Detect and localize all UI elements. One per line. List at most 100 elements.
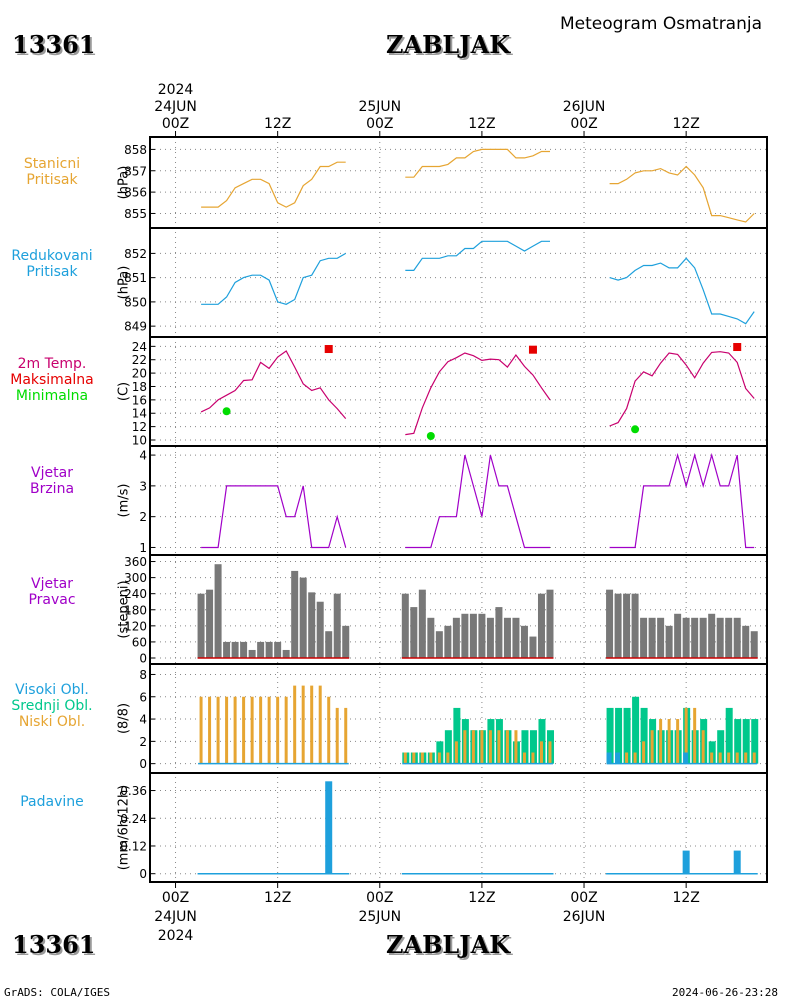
bottom-hour-label: 00Z — [570, 890, 597, 906]
cloud-bar-low — [429, 752, 433, 764]
cloud-bar-mid — [453, 707, 461, 764]
cloud-bar-mid — [742, 719, 750, 764]
wind_direction-label: Vjetar — [31, 576, 73, 592]
top-hour-label: 00Z — [366, 116, 393, 132]
station_pressure-panel-frame — [149, 136, 768, 229]
cloud-bar-low — [693, 707, 697, 764]
precipitation-ytick-label: 0.12 — [120, 839, 147, 853]
cloud-bar-mid — [529, 730, 537, 764]
wind-direction-bar — [742, 625, 750, 658]
top-date-label: 26JUN — [563, 99, 606, 115]
tmax-marker — [528, 345, 537, 354]
temperature-label: Maksimalna — [10, 372, 94, 388]
temperature-label: Minimalna — [16, 388, 88, 404]
reduced_pressure-panel-frame — [149, 227, 768, 338]
cloud-bar-low — [284, 696, 288, 764]
cloud-bar-low — [199, 696, 203, 764]
cloud-bar-low — [625, 752, 629, 764]
cloud-bar-low — [471, 730, 475, 764]
top-hour-label: 12Z — [672, 116, 699, 132]
cloud-bar-high — [683, 752, 689, 764]
reduced_pressure-label: Pritisak — [26, 264, 78, 280]
tmax-marker — [324, 345, 333, 354]
cloud-bar-low — [752, 752, 756, 764]
cloud-bar-low — [676, 719, 680, 764]
station_pressure-ytick-label: 855 — [124, 207, 147, 221]
station_pressure-ytick-label: 858 — [124, 143, 147, 157]
cloud-bar-mid — [640, 707, 648, 764]
cloud-bar-low — [480, 730, 484, 764]
cloud-bar-low — [250, 696, 254, 764]
wind_direction-ytick-label: 60 — [132, 635, 147, 649]
cloud-bar-low — [242, 696, 246, 764]
cloud-bar-low — [208, 696, 212, 764]
generation-timestamp: 2024-06-26-23:28 — [672, 986, 778, 999]
wind-direction-bar — [342, 625, 350, 658]
clouds-unit: (8/8) — [117, 703, 132, 734]
precip-bar — [682, 850, 690, 874]
wind_direction-ytick-label: 240 — [124, 587, 147, 601]
temperature-label: 2m Temp. — [18, 356, 87, 372]
wind-direction-bar — [274, 641, 282, 658]
cloud-bar-low — [225, 696, 229, 764]
cloud-bar-low — [659, 719, 663, 764]
precipitation-ytick-label: 0 — [139, 867, 147, 881]
wind-direction-bar — [725, 617, 733, 658]
cloud-bar-low — [684, 707, 688, 764]
cloud-bar-low — [539, 741, 543, 764]
wind-direction-bar — [248, 649, 256, 658]
reduced_pressure-series-line-0 — [201, 252, 346, 305]
cloud-bar-low — [488, 730, 492, 764]
wind_speed-label: Brzina — [30, 481, 74, 497]
precipitation-ytick-label: 0.36 — [120, 784, 147, 798]
cloud-bar-low — [531, 752, 535, 764]
wind-direction-bar — [223, 641, 231, 658]
cloud-bar-low — [701, 730, 705, 764]
wind-direction-bar — [418, 589, 426, 658]
temperature-ytick-label: 10 — [132, 434, 147, 448]
cloud-bar-low — [454, 741, 458, 764]
station-name-bottom: ZABLJAK — [386, 930, 511, 959]
cloud-bar-low — [403, 752, 407, 764]
temperature-series-line-1 — [405, 352, 551, 436]
cloud-bar-mid — [623, 707, 631, 764]
station-id-bottom: 13361 — [12, 930, 96, 959]
wind_speed-series-line-2 — [609, 452, 755, 549]
wind-direction-bar — [682, 617, 690, 658]
tmin-marker — [426, 431, 435, 440]
wind_direction-ytick-label: 0 — [139, 652, 147, 666]
wind-direction-bar — [614, 593, 622, 658]
wind-direction-bar — [546, 589, 554, 658]
wind-direction-bar — [495, 607, 503, 658]
clouds-label: Visoki Obl. — [15, 682, 89, 698]
wind_speed-ytick-label: 3 — [139, 479, 147, 493]
wind-direction-bar — [733, 617, 741, 658]
cloud-bar-mid — [521, 730, 529, 764]
temperature-ytick-label: 16 — [132, 393, 147, 407]
wind-direction-bar — [291, 570, 299, 658]
wind-direction-bar — [478, 613, 486, 658]
cloud-bar-low — [293, 685, 297, 764]
wind-direction-bar — [674, 613, 682, 658]
wind_direction-unit: (stepeni) — [117, 580, 132, 638]
cloud-bar-mid — [632, 696, 640, 764]
precipitation-panel-frame — [149, 772, 768, 883]
bottom-date-label: 24JUN — [154, 909, 197, 925]
precipitation-ytick-label: 0.24 — [120, 812, 147, 826]
top-hour-label: 00Z — [162, 116, 189, 132]
wind-direction-bar — [461, 613, 469, 658]
reduced_pressure-label: Redukovani — [11, 248, 92, 264]
grads-credit: GrADS: COLA/IGES — [4, 986, 110, 999]
temperature-ytick-label: 12 — [132, 420, 147, 434]
cloud-bar-mid — [717, 730, 725, 764]
cloud-bar-low — [650, 730, 654, 764]
clouds-label: Niski Obl. — [19, 714, 85, 730]
wind-direction-bar — [529, 636, 537, 658]
bottom-hour-label: 12Z — [672, 890, 699, 906]
wind_speed-series-line-1 — [405, 454, 550, 549]
wind-direction-bar — [427, 617, 435, 658]
station-name-top: ZABLJAK — [386, 30, 511, 59]
wind_speed-ytick-label: 2 — [139, 510, 147, 524]
reduced_pressure-ytick-label: 851 — [124, 271, 147, 285]
wind-direction-bar — [623, 593, 631, 658]
